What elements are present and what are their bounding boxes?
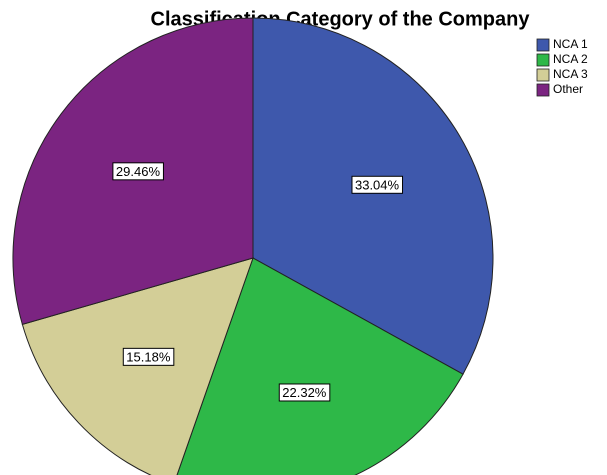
pie-slice: [252, 17, 494, 375]
label-box: [351, 175, 404, 194]
slice-label-text: 33.04%: [355, 177, 400, 192]
legend-label: NCA 3: [553, 67, 588, 81]
slice-label-text: 22.32%: [282, 385, 327, 400]
slice-label-text: 29.46%: [116, 164, 161, 179]
slice-label: 15.18%: [122, 347, 175, 366]
slice-label: 33.04%: [351, 175, 404, 194]
legend-label: Other: [553, 82, 583, 96]
legend-swatch: [536, 68, 550, 82]
pie-slice: [21, 257, 254, 475]
legend-swatch: [536, 53, 550, 67]
pie-slice: [176, 257, 464, 475]
legend-label: NCA 2: [553, 52, 588, 66]
slice-label-text: 15.18%: [126, 349, 171, 364]
label-box: [278, 383, 331, 402]
slice-label: 29.46%: [112, 162, 164, 181]
legend-swatch: [536, 83, 550, 97]
label-box: [122, 347, 175, 366]
legend-swatch: [536, 38, 550, 52]
label-box: [112, 162, 164, 181]
slice-label: 22.32%: [278, 383, 331, 402]
legend-label: NCA 1: [553, 37, 588, 51]
